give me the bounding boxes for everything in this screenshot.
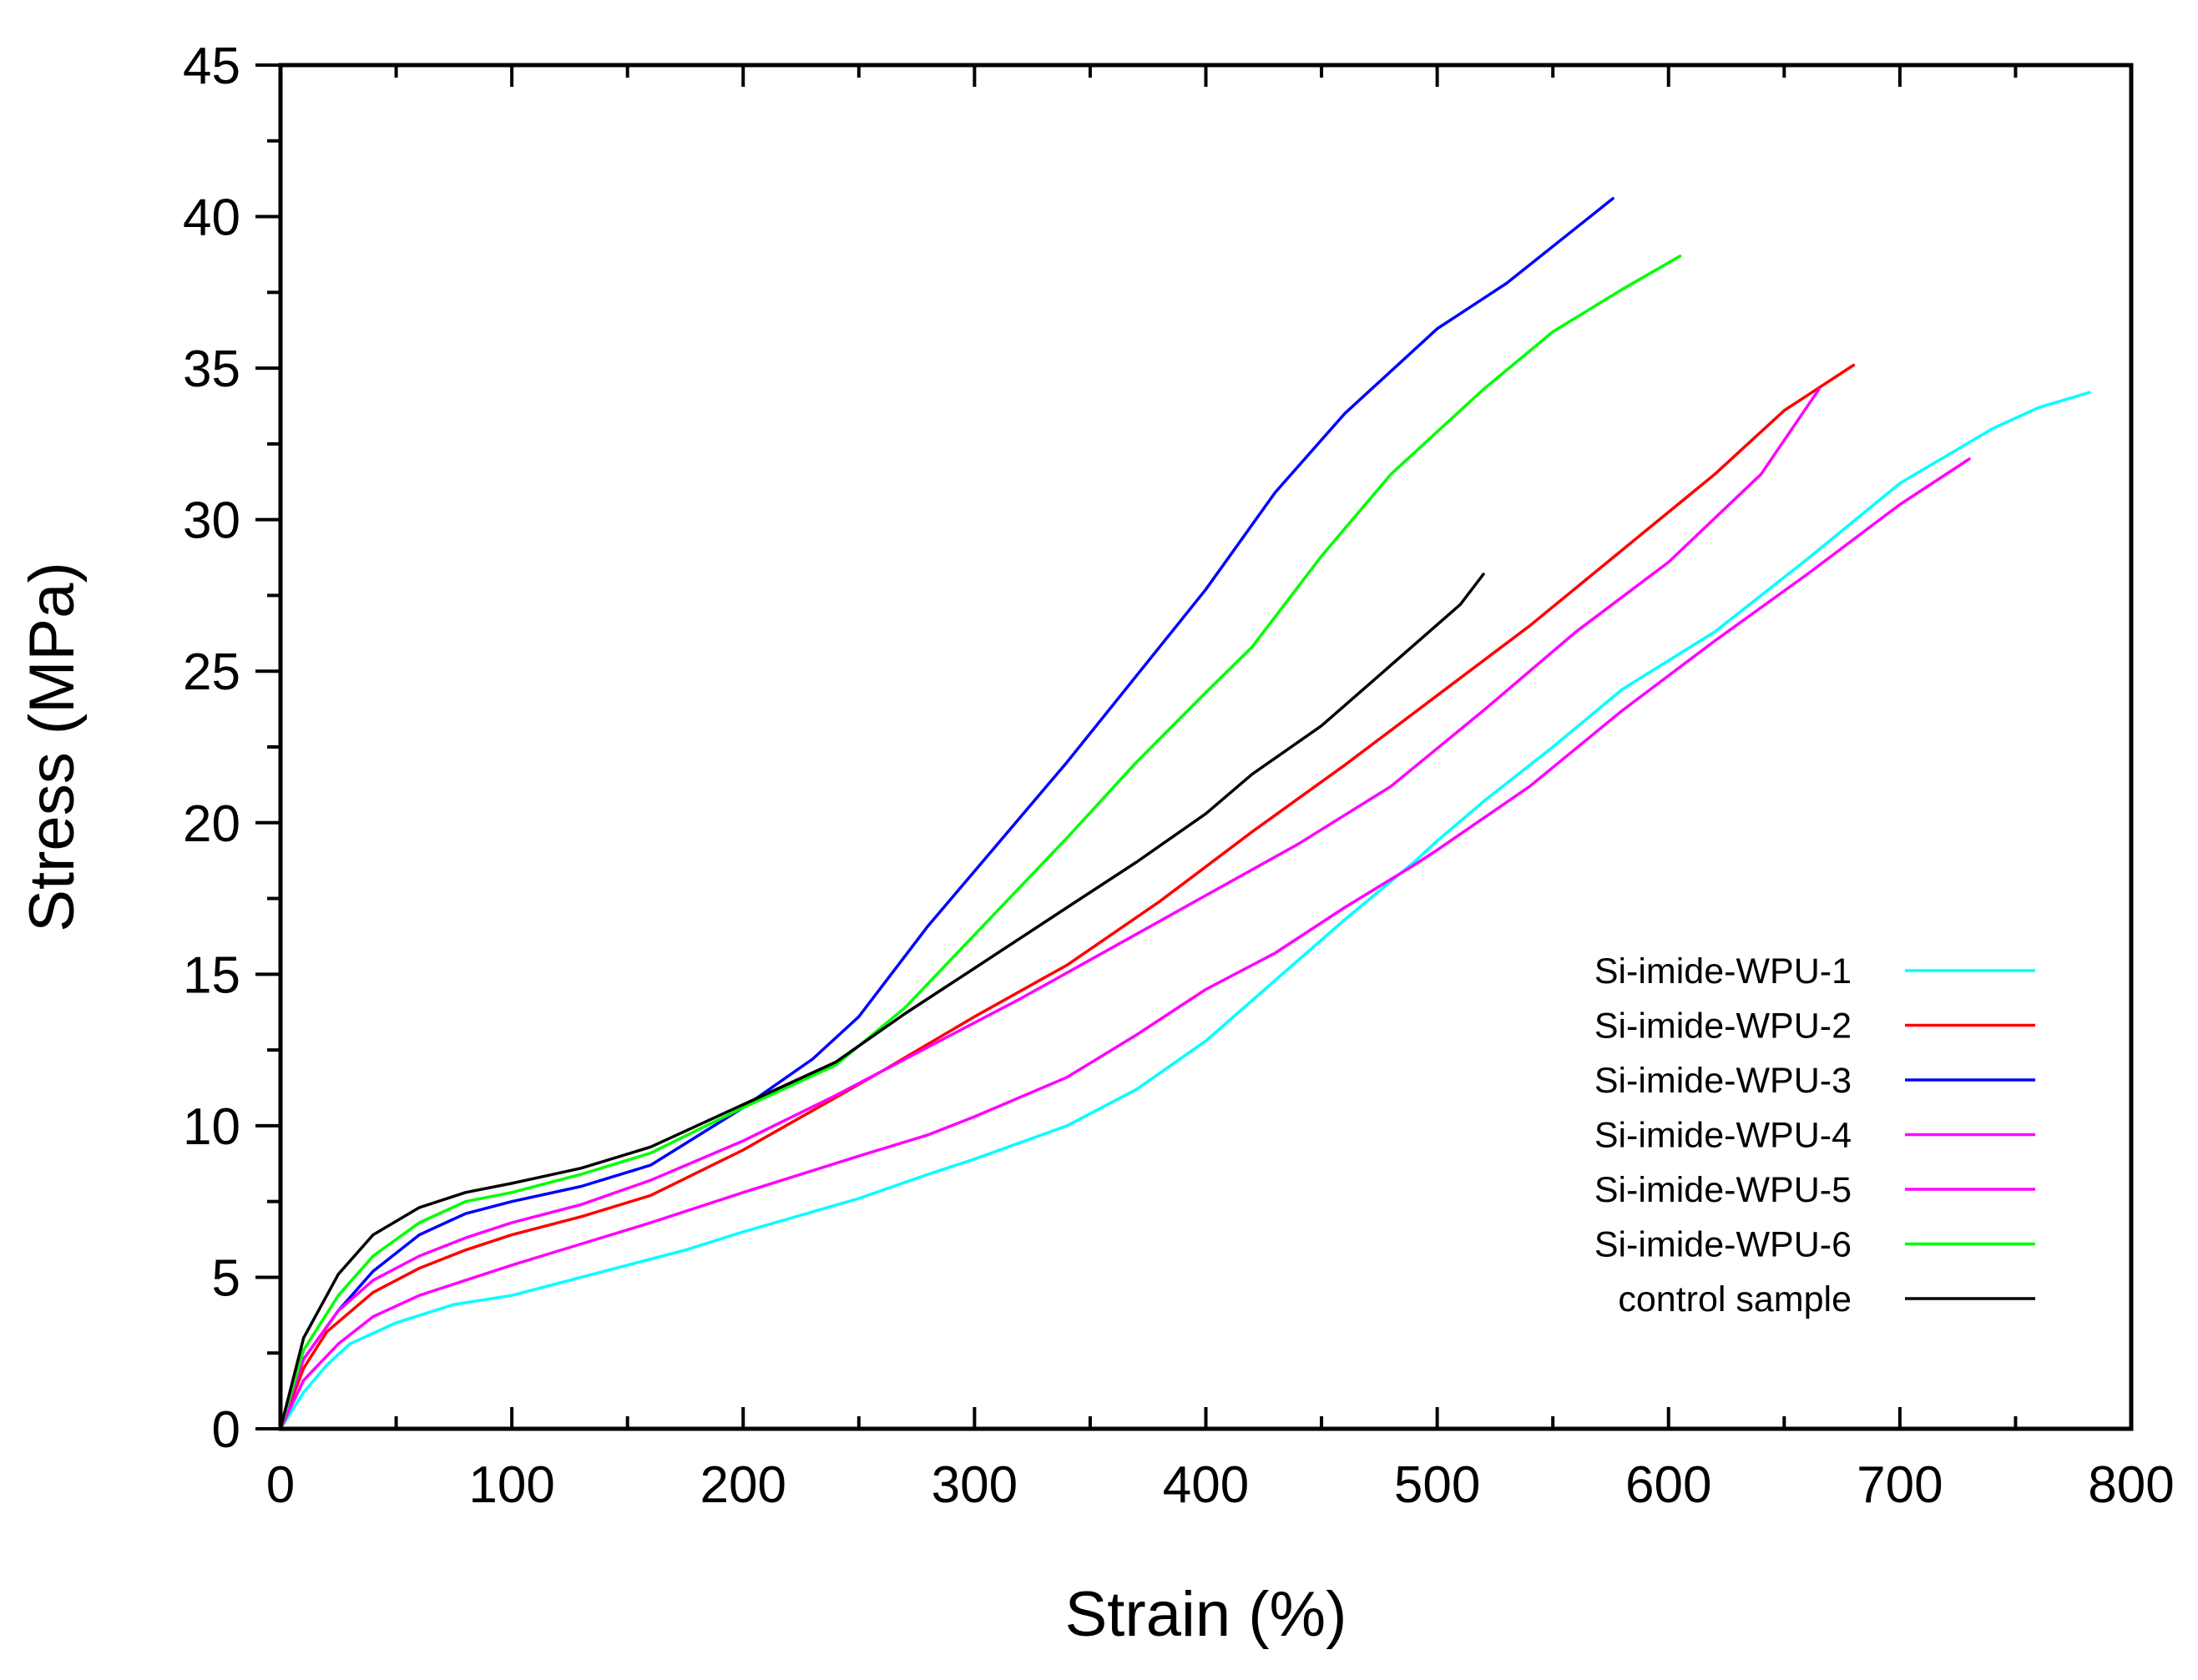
y-tick-label: 15: [183, 946, 240, 1004]
series-line-si-imide-wpu-5: [279, 387, 1821, 1430]
y-tick-label: 35: [183, 341, 240, 398]
x-tick-label: 100: [468, 1456, 554, 1514]
y-axis-tick-labels: 0 5 10 15 20 25 30 35 40 45: [183, 38, 240, 1459]
y-tick-label: 40: [183, 189, 240, 247]
legend-label: Si-imide-WPU-6: [1594, 1225, 1852, 1265]
x-tick-label: 600: [1625, 1456, 1711, 1514]
legend-item: Si-imide-WPU-6: [1594, 1225, 2035, 1265]
x-axis-title: Strain (%): [1065, 1579, 1347, 1650]
x-tick-label: 700: [1857, 1456, 1943, 1514]
x-tick-label: 500: [1394, 1456, 1480, 1514]
y-tick-label: 20: [183, 795, 240, 853]
y-tick-label: 10: [183, 1098, 240, 1156]
legend-label: Si-imide-WPU-2: [1594, 1006, 1852, 1047]
x-tick-label: 200: [700, 1456, 786, 1514]
y-tick-label: 25: [183, 643, 240, 701]
legend-item: control sample: [1618, 1279, 2035, 1319]
x-tick-label: 800: [2088, 1456, 2174, 1514]
x-tick-label: 400: [1163, 1456, 1249, 1514]
legend: Si-imide-WPU-1 Si-imide-WPU-2 Si-imide-WPU…: [1594, 951, 2035, 1319]
series-line-control-sample: [279, 573, 1485, 1430]
legend-label: Si-imide-WPU-1: [1594, 951, 1852, 991]
x-tick-label: 0: [266, 1456, 295, 1514]
x-tick-label: 300: [932, 1456, 1018, 1514]
series-line-si-imide-wpu-1: [279, 391, 2091, 1430]
legend-label: Si-imide-WPU-3: [1594, 1061, 1852, 1101]
y-tick-label: 5: [212, 1249, 240, 1307]
legend-item: Si-imide-WPU-3: [1594, 1061, 2035, 1101]
series-line-si-imide-wpu-6: [279, 255, 1682, 1430]
legend-item: Si-imide-WPU-2: [1594, 1006, 2035, 1047]
legend-item: Si-imide-WPU-5: [1594, 1170, 2035, 1210]
legend-label: Si-imide-WPU-5: [1594, 1170, 1852, 1210]
y-tick-label: 45: [183, 38, 240, 95]
legend-label: Si-imide-WPU-4: [1594, 1116, 1852, 1156]
legend-item: Si-imide-WPU-1: [1594, 951, 2035, 991]
legend-label: control sample: [1618, 1279, 1852, 1319]
y-tick-label: 30: [183, 492, 240, 550]
y-axis-ticks: [255, 63, 280, 1430]
x-axis-tick-labels: 0 100 200 300 400 500 600 700 800: [266, 1456, 2175, 1514]
series-layer: [279, 197, 2091, 1430]
x-axis-ticks: [279, 65, 2133, 1429]
y-axis-title: Stress (MPa): [17, 562, 88, 931]
y-tick-label: 0: [212, 1401, 240, 1459]
series-line-si-imide-wpu-4: [279, 457, 1971, 1430]
series-line-si-imide-wpu-3: [279, 197, 1614, 1430]
legend-item: Si-imide-WPU-4: [1594, 1116, 2035, 1156]
